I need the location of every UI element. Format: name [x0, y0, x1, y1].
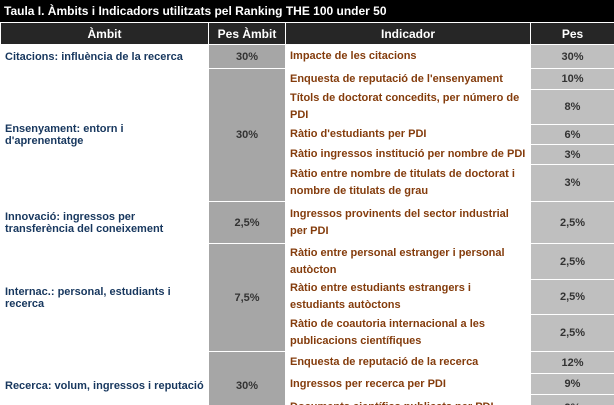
indicator-weight-cell: 2,5% [530, 201, 614, 244]
indicator-cell: Documents científics publicats per PDI [285, 394, 531, 405]
table-row: Internac.: personal, estudiants i recerc… [0, 243, 614, 352]
indicator-cell: Ràtio entre estudiants estrangers i estu… [285, 279, 531, 315]
indicator-weight-cell: 3% [530, 144, 614, 165]
indicator-cell: Ràtio d'estudiants per PDI [285, 124, 531, 145]
indicator-cell: Títols de doctorat concedits, per número… [285, 89, 531, 125]
ambit-cell: Internac.: personal, estudiants i recerc… [0, 243, 209, 352]
indicator-weight-cell: 9% [530, 394, 614, 405]
indicator-weight-cell: 12% [530, 351, 614, 374]
table-row: Innovació: ingressos per transferència d… [0, 201, 614, 244]
ambit-cell: Recerca: volum, ingressos i reputació [0, 351, 209, 405]
indicator-cell: Ràtio entre nombre de titulats de doctor… [285, 164, 531, 202]
ambit-weight-cell: 30% [208, 68, 286, 202]
ambit-cell: Ensenyament: entorn i d'aprenentatge [0, 68, 209, 202]
indicator-weight-cell: 2,5% [530, 279, 614, 315]
header-row: Àmbit Pes Àmbit Indicador Pes [0, 22, 614, 45]
indicator-cell: Ingressos provinents del sector industri… [285, 201, 531, 244]
table-row: Recerca: volum, ingressos i reputació 30%… [0, 351, 614, 405]
table-row: Ensenyament: entorn i d'aprenentatge 30% E… [0, 68, 614, 202]
indicator-weight-cell: 30% [530, 44, 614, 69]
table-title: Taula I. Àmbits i Indicadors utilitzats … [0, 0, 614, 22]
indicator-cell: Enquesta de reputació de l'ensenyament [285, 68, 531, 90]
header-cell: Indicador [285, 22, 531, 45]
indicator-cell: Ràtio ingressos institució per nombre de… [285, 144, 531, 165]
header-cell: Àmbit [0, 22, 209, 45]
indicator-weight-cell: 6% [530, 124, 614, 145]
table-row: Ingressos per recerca per PDI 9% [1, 373, 614, 395]
ambit-weight-cell: 7,5% [208, 243, 286, 352]
indicator-cell: Ràtio de coautoria internacional a les p… [285, 314, 531, 352]
table-row: Títols de doctorat concedits, per número… [1, 89, 614, 125]
table-row: Citacions: influència de la recerca 30% Im… [0, 44, 614, 69]
indicator-cell: Ràtio entre personal estranger i persona… [285, 243, 531, 280]
table-row: Ràtio ingressos institució per nombre de… [1, 144, 614, 165]
table-row: Ràtio entre nombre de titulats de doctor… [1, 164, 614, 202]
table-row: Ràtio entre estudiants estrangers i estu… [1, 279, 614, 315]
indicator-cell: Enquesta de reputació de la recerca [285, 351, 531, 374]
ambit-weight-cell: 2,5% [208, 201, 286, 244]
indicator-weight-cell: 8% [530, 89, 614, 125]
indicator-weight-cell: 2,5% [530, 314, 614, 352]
ambit-weight-cell: 30% [208, 44, 286, 69]
ambit-cell: Innovació: ingressos per transferència d… [0, 201, 209, 244]
indicator-weight-cell: 10% [530, 68, 614, 90]
indicator-weight-cell: 9% [530, 373, 614, 395]
table-body: Citacions: influència de la recerca 30% Im… [0, 44, 614, 405]
header-cell: Pes [530, 22, 614, 45]
indicator-weight-cell: 3% [530, 164, 614, 202]
table: Àmbit Pes Àmbit Indicador Pes Citacions:… [0, 22, 614, 405]
indicator-cell: Impacte de les citacions [285, 44, 531, 69]
ambit-cell: Citacions: influència de la recerca [0, 44, 209, 69]
indicator-cell: Ingressos per recerca per PDI [285, 373, 531, 395]
indicator-weight-cell: 2,5% [530, 243, 614, 280]
ambit-weight-cell: 30% [208, 351, 286, 405]
header-cell: Pes Àmbit [208, 22, 286, 45]
